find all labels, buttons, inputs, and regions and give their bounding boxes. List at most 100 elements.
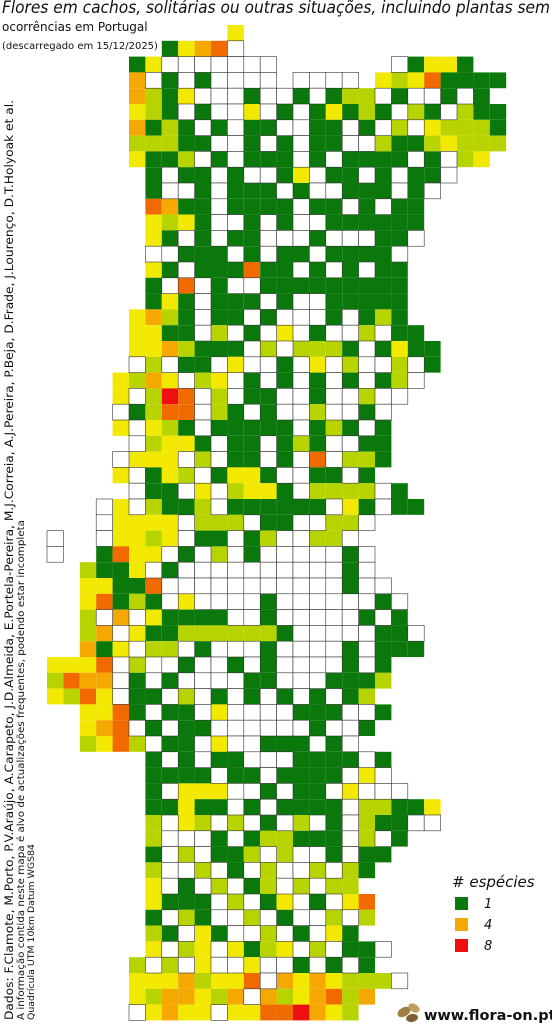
grid-cell-empty [292, 324, 310, 342]
download-date: (descarregado em 15/12/2025) [2, 41, 158, 52]
grid-cell [342, 862, 359, 879]
grid-cell [342, 214, 359, 231]
grid-cell [342, 88, 359, 104]
grid-cell-empty [259, 56, 277, 73]
grid-cell [375, 183, 392, 199]
grid-cell [161, 293, 179, 310]
grid-cell [342, 167, 359, 183]
grid-cell [309, 767, 326, 784]
grid-cell [358, 672, 375, 689]
grid-cell-empty [292, 72, 310, 89]
grid-cell [79, 641, 97, 657]
grid-cell [145, 420, 162, 436]
grid-cell [407, 641, 425, 657]
grid-cell [276, 483, 293, 499]
grid-cell [161, 609, 179, 626]
grid-cell [260, 783, 277, 800]
grid-cell-empty [341, 309, 359, 326]
grid-cell [358, 688, 375, 705]
grid-cell [211, 625, 228, 642]
grid-cell-empty [210, 814, 228, 832]
grid-cell [145, 356, 162, 373]
grid-cell-empty [194, 419, 212, 437]
grid-cell-empty [391, 103, 409, 121]
grid-cell-empty [210, 230, 228, 247]
grid-cell [63, 672, 80, 689]
grid-cell [293, 973, 310, 989]
grid-cell-empty [292, 482, 310, 500]
grid-cell [161, 230, 179, 247]
grid-cell [243, 846, 261, 863]
grid-cell [227, 467, 244, 484]
grid-cell-empty [145, 245, 163, 263]
grid-cell-empty [276, 182, 294, 200]
grid-cell-empty [194, 735, 212, 753]
grid-cell [276, 198, 293, 215]
grid-cell [276, 1004, 293, 1021]
grid-cell-empty [210, 103, 228, 121]
grid-cell-empty [325, 609, 343, 626]
grid-cell-empty [309, 87, 327, 105]
grid-cell [260, 499, 277, 515]
grid-cell [79, 672, 97, 689]
grid-cell-empty [161, 277, 179, 294]
grid-cell-empty [194, 277, 212, 294]
grid-cell [309, 973, 326, 989]
grid-cell [145, 277, 162, 294]
grid-cell [358, 894, 375, 910]
grid-cell-empty [309, 656, 327, 674]
grid-cell-empty [292, 293, 310, 310]
grid-cell [325, 957, 343, 973]
grid-cell [358, 451, 375, 468]
grid-cell [211, 846, 228, 863]
grid-cell-empty [374, 941, 392, 958]
grid-cell [161, 957, 179, 973]
grid-cell-empty [259, 767, 277, 784]
grid-cell-empty [341, 324, 359, 342]
grid-cell-empty [358, 704, 376, 721]
grid-cell-empty [210, 893, 228, 911]
grid-cell-empty [325, 151, 343, 168]
grid-cell [145, 198, 162, 215]
grid-cell [211, 830, 228, 847]
grid-cell-empty [374, 87, 392, 105]
grid-cell-empty [341, 593, 359, 610]
grid-cell [178, 751, 195, 768]
grid-cell-empty [325, 593, 343, 610]
grid-cell-empty [325, 783, 343, 800]
grid-cell [260, 530, 277, 547]
grid-cell [129, 988, 146, 1005]
grid-cell [211, 878, 228, 894]
grid-cell [260, 609, 277, 626]
grid-cell-empty [292, 893, 310, 911]
grid-cell-empty [259, 245, 277, 263]
grid-cell [375, 262, 392, 278]
grid-cell [161, 799, 179, 815]
grid-cell [440, 88, 457, 104]
grid-cell-empty [227, 593, 245, 610]
grid-cell-empty [112, 451, 130, 468]
grid-cell [96, 704, 113, 721]
grid-cell [79, 593, 97, 610]
grid-cell-empty [407, 814, 425, 832]
grid-cell-empty [341, 135, 359, 152]
grid-cell [129, 688, 146, 705]
grid-cell [260, 151, 277, 168]
grid-cell-empty [243, 640, 261, 658]
grid-cell [243, 957, 261, 973]
grid-cell-empty [407, 230, 425, 247]
grid-cell-empty [161, 862, 179, 879]
grid-cell-empty [227, 609, 245, 626]
grid-cell [145, 909, 162, 926]
grid-cell [276, 104, 293, 120]
grid-cell [227, 420, 244, 436]
grid-cell-empty [194, 593, 212, 610]
grid-cell [129, 704, 146, 721]
grid-cell [391, 609, 408, 626]
grid-cell-empty [325, 640, 343, 658]
grid-cell-empty [210, 72, 228, 89]
grid-cell [391, 262, 408, 278]
grid-cell [440, 56, 457, 73]
grid-cell-empty [210, 451, 228, 468]
grid-cell [243, 625, 261, 642]
